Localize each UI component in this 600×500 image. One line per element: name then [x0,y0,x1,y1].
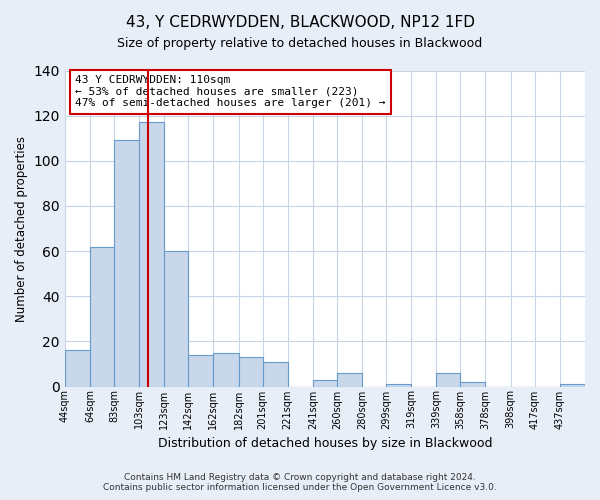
Bar [386,384,411,386]
Bar [114,140,139,386]
Text: 43 Y CEDRWYDDEN: 110sqm
← 53% of detached houses are smaller (223)
47% of semi-d: 43 Y CEDRWYDDEN: 110sqm ← 53% of detache… [75,75,386,108]
Text: 43, Y CEDRWYDDEN, BLACKWOOD, NP12 1FD: 43, Y CEDRWYDDEN, BLACKWOOD, NP12 1FD [125,15,475,30]
Y-axis label: Number of detached properties: Number of detached properties [15,136,28,322]
Bar [460,382,485,386]
Text: Size of property relative to detached houses in Blackwood: Size of property relative to detached ho… [118,38,482,51]
Bar [239,357,263,386]
Bar [65,350,90,386]
Bar [90,246,114,386]
Bar [188,355,214,386]
X-axis label: Distribution of detached houses by size in Blackwood: Distribution of detached houses by size … [158,437,492,450]
Bar [436,373,460,386]
Text: Contains HM Land Registry data © Crown copyright and database right 2024.
Contai: Contains HM Land Registry data © Crown c… [103,473,497,492]
Bar [214,352,239,386]
Bar [313,380,337,386]
Bar [560,384,585,386]
Bar [164,251,188,386]
Bar [337,373,362,386]
Bar [139,122,164,386]
Bar [263,362,288,386]
